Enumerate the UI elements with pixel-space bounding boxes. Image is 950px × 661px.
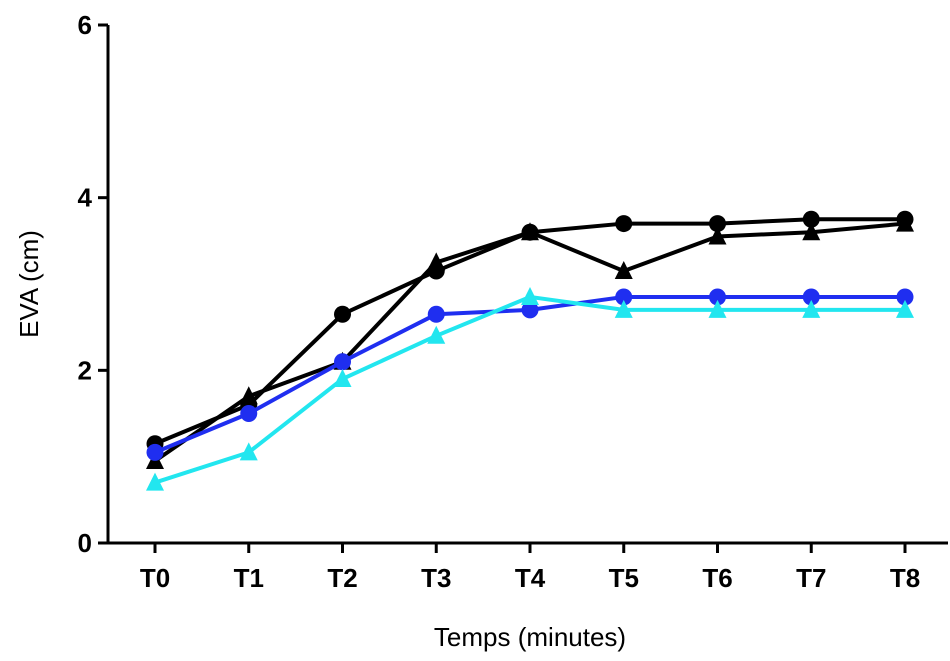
x-tick-label: T8 — [890, 563, 920, 593]
data-point — [521, 222, 539, 241]
series-line — [154, 294, 905, 455]
series-4 — [146, 286, 914, 491]
data-point — [614, 299, 633, 318]
data-point — [896, 213, 914, 232]
x-tick-label: T1 — [234, 563, 264, 593]
x-tick-label: T0 — [140, 563, 170, 593]
series-3 — [146, 288, 914, 461]
data-point — [427, 252, 446, 271]
data-point — [146, 472, 164, 491]
series-line — [154, 217, 905, 446]
data-point — [802, 222, 821, 241]
data-point — [615, 215, 633, 233]
data-point — [709, 215, 726, 233]
x-tick-label: T4 — [515, 563, 546, 593]
data-point — [240, 405, 258, 422]
data-point — [708, 226, 727, 245]
data-point — [709, 288, 726, 306]
y-tick-label: 0 — [78, 528, 92, 558]
data-point — [146, 443, 164, 461]
data-point — [614, 261, 633, 280]
data-point — [239, 442, 258, 461]
x-tick-label: T7 — [796, 563, 826, 593]
y-tick-label: 2 — [78, 355, 92, 385]
data-point — [896, 299, 914, 318]
data-point — [708, 299, 727, 318]
data-point — [239, 386, 258, 405]
y-tick-label: 6 — [78, 10, 92, 40]
axes — [106, 25, 948, 545]
data-point — [802, 210, 820, 228]
x-tick-label: T2 — [327, 563, 357, 593]
data-point — [615, 288, 633, 306]
data-point — [802, 299, 821, 318]
data-point — [896, 288, 914, 306]
data-point — [521, 301, 539, 319]
data-point — [802, 288, 820, 306]
y-tick-label: 4 — [78, 183, 93, 213]
ticks: 0 2 4 6 T0 T1 T2 T3 T4 T5 T6 T7 T8 — [78, 10, 921, 593]
x-axis-title: Temps (minutes) — [434, 622, 626, 652]
series-layer — [146, 210, 914, 491]
y-axis-title: EVA (cm) — [14, 230, 44, 338]
series-line — [153, 221, 906, 463]
data-point — [521, 286, 539, 305]
series-1 — [146, 210, 914, 453]
data-point — [427, 305, 445, 323]
x-tick-label: T5 — [609, 563, 639, 593]
series-2 — [146, 213, 914, 469]
data-point — [427, 325, 446, 344]
data-point — [334, 305, 351, 323]
x-tick-label: T6 — [702, 563, 732, 593]
data-point — [334, 353, 351, 371]
x-tick-label: T3 — [421, 563, 451, 593]
data-point — [333, 368, 352, 387]
